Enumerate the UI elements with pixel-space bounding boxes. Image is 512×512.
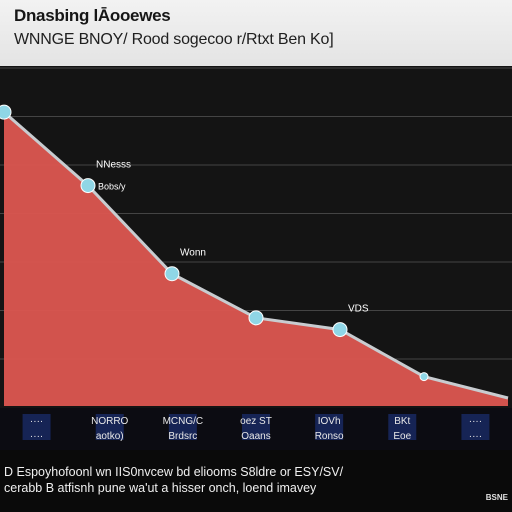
tick-label-panel xyxy=(95,414,124,440)
annotation-sublabel: Bobs/y xyxy=(98,182,126,192)
tick-label-bottom: ···· xyxy=(30,431,43,442)
tick-label-top: BKt xyxy=(394,416,410,427)
tick-label-panel xyxy=(461,414,490,440)
chart-plot-area: NNesss Bobs/y Wonn VDS ···· ···· NORRO aotko) M… xyxy=(0,66,512,450)
tick-label-bottom: aotko) xyxy=(96,431,124,442)
tick-label-bottom: Oaans xyxy=(241,431,270,442)
data-point xyxy=(0,104,12,120)
tick-label-bottom: Eoe xyxy=(393,431,411,442)
data-point xyxy=(248,310,264,326)
chart-subtitle: WNNGE BNOY/ Rood sogecoo r/Rtxt Ben Ko] xyxy=(14,31,334,48)
data-point xyxy=(419,372,429,382)
data-point xyxy=(80,178,96,194)
area-series xyxy=(4,112,508,406)
tick-label-panel xyxy=(22,414,51,440)
tick-label-top: ···· xyxy=(30,416,43,427)
tick-label-bottom: Brdsrc xyxy=(168,431,197,442)
tick-label-top: MCNG/C xyxy=(163,416,204,427)
x-axis-tick-labels: ···· ···· NORRO aotko) MCNG/C Brdsrc oez ST Oaa… xyxy=(0,408,512,450)
tick-label-top: IOVh xyxy=(318,416,341,427)
annotation-label: Wonn xyxy=(180,248,206,259)
annotation-label: NNesss xyxy=(96,160,131,171)
area-fill xyxy=(4,112,508,406)
data-point xyxy=(332,322,348,338)
tick-label-top: NORRO xyxy=(91,416,128,427)
data-point xyxy=(164,266,180,282)
annotations: NNesss Bobs/y Wonn VDS xyxy=(96,160,369,315)
tick-label-top: ···· xyxy=(469,416,482,427)
chart-title: Dnasbing lĀooewes xyxy=(14,6,171,25)
tick-label-top: oez ST xyxy=(240,416,272,427)
tick-label-panel xyxy=(168,414,197,440)
chart-header: Dnasbing lĀooewes WNNGE BNOY/ Rood sogec… xyxy=(0,0,512,66)
tick-label-bottom: ···· xyxy=(469,431,482,442)
tick-label-bottom: Ronso xyxy=(315,431,344,442)
data-points xyxy=(0,104,429,382)
footer-line-2: cerabb B atfisnh pune wa'ut a hisser onc… xyxy=(4,481,317,495)
tick-label-panel xyxy=(242,414,270,440)
footer-line-1: D Espoyhofoonl wn IIS0nvcew bd eliooms S… xyxy=(4,465,344,479)
brand-mark: BSNE xyxy=(485,493,508,502)
annotation-label: VDS xyxy=(348,304,369,315)
tick-label-panel xyxy=(315,414,344,440)
footer-caption: D Espoyhofoonl wn IIS0nvcew bd eliooms S… xyxy=(4,464,474,496)
tick-label-panel xyxy=(388,414,417,440)
